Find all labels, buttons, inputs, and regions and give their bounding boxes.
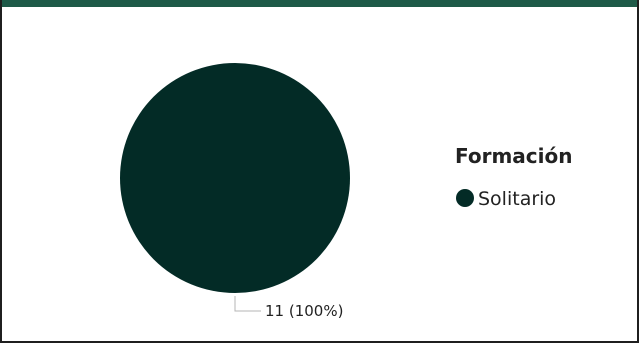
legend-item-solitario[interactable]: Solitario [478,188,556,210]
legend-swatch-solitario[interactable] [456,189,474,207]
pie-slices [120,63,350,293]
header-accent-bar [2,0,637,7]
slice-data-label: 11 (100%) [265,302,343,320]
legend-title: Formación [455,144,572,168]
pie-slice-solitario[interactable] [120,63,350,293]
data-label-leader-line [234,296,261,312]
